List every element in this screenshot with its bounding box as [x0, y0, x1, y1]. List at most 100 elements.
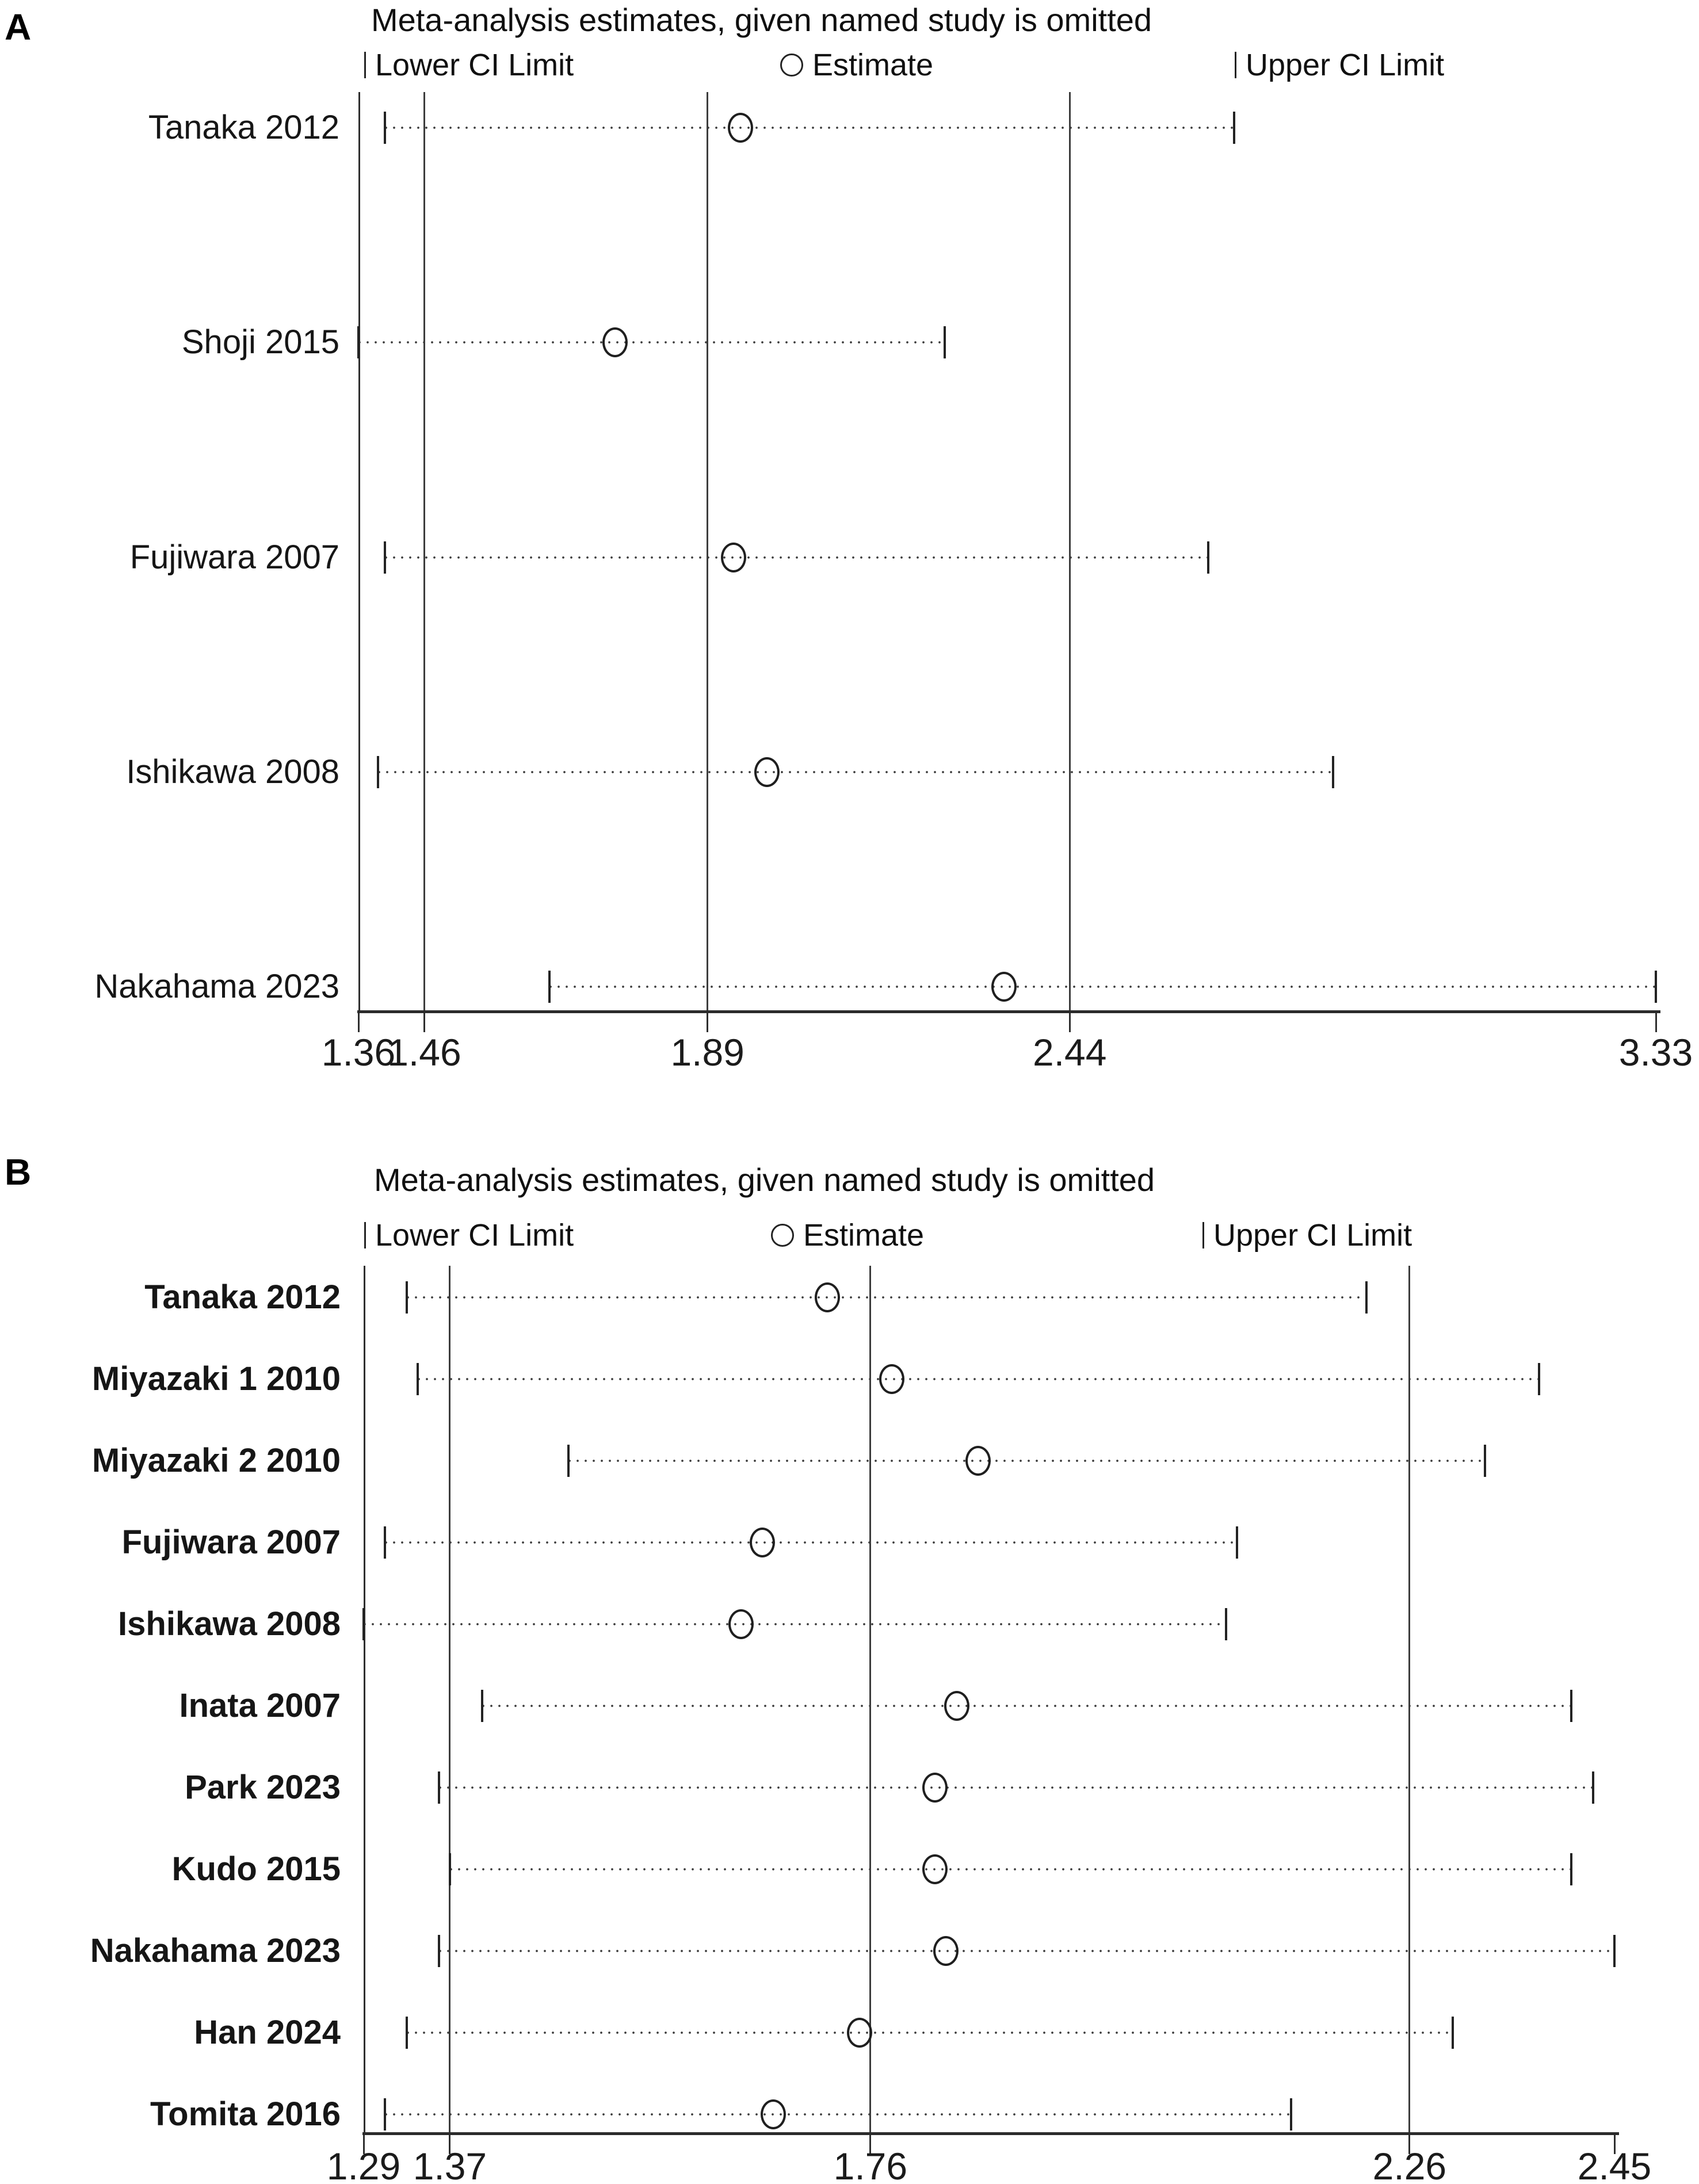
study-label: Miyazaki 1 2010 — [91, 1360, 341, 1398]
panel-b-legend-lower: Lower CI Limit — [364, 1217, 574, 1253]
ci-lower-tick — [362, 1608, 365, 1640]
x-axis-tick-label: 2.44 — [1033, 1031, 1107, 1074]
ci-dotted-line — [384, 127, 1235, 129]
legend-lower-label: Lower CI Limit — [375, 48, 574, 82]
lower-ci-tick-icon — [364, 1222, 366, 1248]
study-label: Han 2024 — [194, 2014, 341, 2051]
reference-line — [707, 92, 709, 1010]
x-axis-tick — [707, 1013, 709, 1032]
upper-ci-tick-icon — [1235, 52, 1236, 78]
reference-line — [1408, 1266, 1411, 2132]
study-label: Tomita 2016 — [150, 2095, 341, 2133]
ci-upper-tick — [1570, 1690, 1573, 1722]
ci-dotted-line — [449, 1868, 1572, 1870]
ci-lower-tick — [384, 2098, 387, 2130]
panel-a-letter: A — [5, 6, 32, 48]
ci-dotted-line — [358, 341, 945, 344]
estimate-circle — [879, 1364, 905, 1394]
ci-upper-tick — [1236, 1526, 1239, 1559]
ci-lower-tick — [438, 1771, 441, 1804]
study-label: Park 2023 — [185, 1769, 341, 1806]
estimate-circle — [922, 1854, 948, 1884]
x-axis-line — [357, 1010, 1660, 1013]
y-axis-line — [358, 92, 360, 1010]
ci-upper-tick — [1570, 1853, 1573, 1885]
ci-dotted-line — [417, 1378, 1539, 1380]
lower-ci-tick-icon — [364, 52, 366, 78]
ci-upper-tick — [1484, 1445, 1487, 1477]
x-axis-tick-label: 1.76 — [833, 2145, 908, 2184]
x-axis-tick-label: 1.36 — [321, 1031, 396, 1074]
study-label: Miyazaki 2 2010 — [91, 1442, 341, 1479]
ci-dotted-line — [385, 2113, 1291, 2116]
ci-lower-tick — [567, 1445, 570, 1477]
x-axis-tick — [1068, 1013, 1071, 1032]
ci-lower-tick — [357, 326, 360, 359]
ci-upper-tick — [1655, 971, 1657, 1003]
ci-dotted-line — [384, 556, 1208, 559]
ci-dotted-line — [482, 1705, 1572, 1707]
estimate-circle-icon — [771, 1224, 794, 1247]
ci-lower-tick — [438, 1935, 441, 1967]
x-axis-tick — [423, 1013, 425, 1032]
x-axis-tick — [1655, 1013, 1657, 1032]
ci-upper-tick — [943, 326, 946, 359]
study-label: Nakahama 2023 — [94, 968, 339, 1005]
ci-upper-tick — [1537, 1363, 1540, 1395]
ci-dotted-line — [568, 1460, 1486, 1462]
ci-lower-tick — [481, 1690, 484, 1722]
estimate-circle — [965, 1446, 991, 1476]
reference-line — [423, 92, 425, 1010]
study-label: Tanaka 2012 — [148, 109, 339, 146]
x-axis-tick-label: 1.89 — [670, 1031, 744, 1074]
ci-dotted-line — [406, 2032, 1453, 2034]
study-label: Nakahama 2023 — [90, 1932, 341, 1969]
ci-upper-tick — [1365, 1281, 1368, 1314]
study-label: Tanaka 2012 — [144, 1278, 341, 1316]
x-axis-tick-label: 2.26 — [1372, 2145, 1447, 2184]
x-axis-tick — [362, 2135, 365, 2154]
ci-upper-tick — [1289, 2098, 1292, 2130]
reference-line — [449, 1266, 451, 2132]
reference-line — [1068, 92, 1071, 1010]
study-label: Shoji 2015 — [181, 323, 339, 361]
study-label: Inata 2007 — [179, 1687, 341, 1724]
estimate-circle — [728, 1609, 754, 1639]
estimate-circle — [991, 972, 1017, 1002]
estimate-circle — [721, 542, 747, 572]
x-axis-tick — [357, 1013, 360, 1032]
y-axis-line — [364, 1266, 365, 2132]
legend-estimate-label: Estimate — [803, 1218, 925, 1253]
ci-dotted-line — [439, 1950, 1614, 1952]
ci-dotted-line — [406, 1296, 1366, 1299]
estimate-circle — [750, 1528, 776, 1557]
x-axis-tick — [1613, 2135, 1616, 2154]
legend-lower-label: Lower CI Limit — [375, 1218, 574, 1253]
ci-dotted-line — [378, 770, 1334, 773]
ci-lower-tick — [448, 1853, 451, 1885]
ci-upper-tick — [1591, 1771, 1594, 1804]
legend-estimate-label: Estimate — [812, 48, 934, 82]
ci-lower-tick — [405, 1281, 408, 1314]
x-axis-tick-label: 1.46 — [387, 1031, 461, 1074]
ci-upper-tick — [1225, 1608, 1228, 1640]
panel-b-legend-upper: Upper CI Limit — [1202, 1217, 1412, 1253]
study-label: Fujiwara 2007 — [121, 1524, 341, 1561]
panel-a-legend-upper: Upper CI Limit — [1235, 47, 1444, 83]
estimate-circle — [847, 2018, 873, 2048]
ci-upper-tick — [1207, 541, 1209, 574]
estimate-circle — [933, 1936, 959, 1966]
x-axis-tick-label: 3.33 — [1618, 1031, 1693, 1074]
estimate-circle-icon — [780, 54, 803, 77]
ci-dotted-line — [439, 1786, 1593, 1789]
study-label: Kudo 2015 — [171, 1850, 341, 1888]
ci-lower-tick — [384, 1526, 387, 1559]
panel-a-title: Meta-analysis estimates, given named stu… — [371, 2, 1152, 38]
study-label: Fujiwara 2007 — [129, 538, 339, 576]
ci-upper-tick — [1451, 2017, 1454, 2049]
